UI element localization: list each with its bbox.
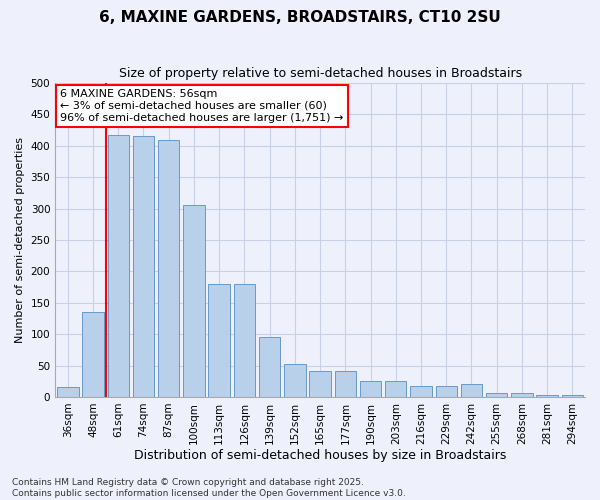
Bar <box>183 206 205 397</box>
Bar <box>82 312 104 397</box>
Bar <box>486 393 508 397</box>
Bar <box>436 386 457 397</box>
Bar <box>461 384 482 397</box>
Bar <box>360 382 381 397</box>
Title: Size of property relative to semi-detached houses in Broadstairs: Size of property relative to semi-detach… <box>119 68 521 80</box>
Bar <box>57 387 79 397</box>
X-axis label: Distribution of semi-detached houses by size in Broadstairs: Distribution of semi-detached houses by … <box>134 450 506 462</box>
Bar <box>259 336 280 397</box>
Bar <box>233 284 255 397</box>
Text: Contains HM Land Registry data © Crown copyright and database right 2025.
Contai: Contains HM Land Registry data © Crown c… <box>12 478 406 498</box>
Bar <box>511 393 533 397</box>
Bar <box>107 134 129 397</box>
Text: 6 MAXINE GARDENS: 56sqm
← 3% of semi-detached houses are smaller (60)
96% of sem: 6 MAXINE GARDENS: 56sqm ← 3% of semi-det… <box>61 90 344 122</box>
Bar <box>133 136 154 397</box>
Bar <box>284 364 305 397</box>
Y-axis label: Number of semi-detached properties: Number of semi-detached properties <box>15 137 25 343</box>
Bar <box>536 395 558 397</box>
Text: 6, MAXINE GARDENS, BROADSTAIRS, CT10 2SU: 6, MAXINE GARDENS, BROADSTAIRS, CT10 2SU <box>99 10 501 25</box>
Bar <box>410 386 432 397</box>
Bar <box>385 382 406 397</box>
Bar <box>310 370 331 397</box>
Bar <box>335 370 356 397</box>
Bar <box>208 284 230 397</box>
Bar <box>158 140 179 397</box>
Bar <box>562 395 583 397</box>
